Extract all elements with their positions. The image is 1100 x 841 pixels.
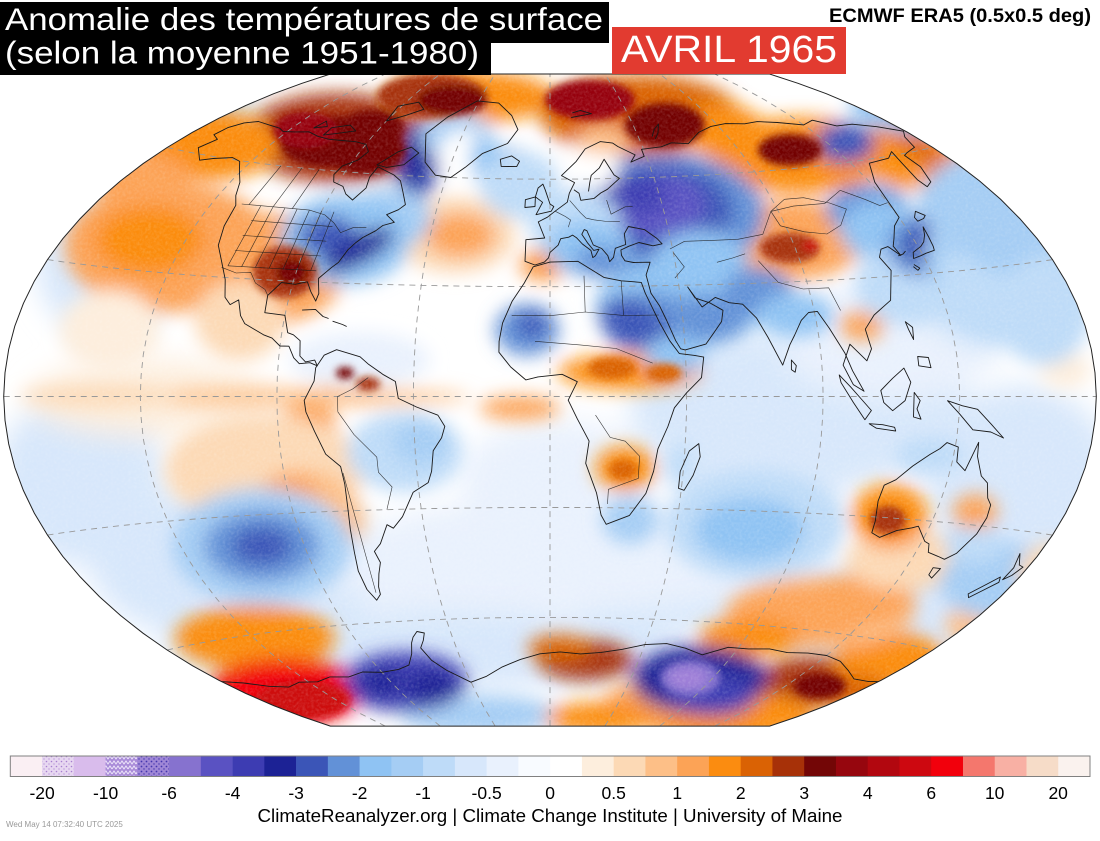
svg-text:-1: -1 xyxy=(415,783,431,803)
svg-text:-0.5: -0.5 xyxy=(472,783,502,803)
svg-text:(selon la moyenne 1951-1980): (selon la moyenne 1951-1980) xyxy=(5,35,479,71)
svg-text:-10: -10 xyxy=(93,783,119,803)
svg-text:10: 10 xyxy=(985,783,1005,803)
svg-text:6: 6 xyxy=(926,783,936,803)
svg-text:-6: -6 xyxy=(161,783,177,803)
svg-text:-4: -4 xyxy=(225,783,241,803)
svg-text:ECMWF ERA5 (0.5x0.5 deg): ECMWF ERA5 (0.5x0.5 deg) xyxy=(829,6,1091,27)
svg-text:2: 2 xyxy=(736,783,746,803)
svg-text:Wed May 14 07:32:40 UTC 2025: Wed May 14 07:32:40 UTC 2025 xyxy=(6,820,123,829)
svg-text:AVRIL 1965: AVRIL 1965 xyxy=(621,29,837,71)
svg-text:ClimateReanalyzer.org | Climat: ClimateReanalyzer.org | Climate Change I… xyxy=(258,806,843,826)
svg-text:-2: -2 xyxy=(352,783,368,803)
svg-text:0.5: 0.5 xyxy=(602,783,626,803)
svg-text:0: 0 xyxy=(545,783,555,803)
svg-text:Anomalie des températures de s: Anomalie des températures de surface xyxy=(5,1,603,37)
svg-text:-3: -3 xyxy=(288,783,304,803)
svg-text:20: 20 xyxy=(1048,783,1068,803)
svg-text:3: 3 xyxy=(799,783,809,803)
svg-text:1: 1 xyxy=(672,783,682,803)
svg-text:4: 4 xyxy=(863,783,873,803)
svg-text:-20: -20 xyxy=(29,783,55,803)
